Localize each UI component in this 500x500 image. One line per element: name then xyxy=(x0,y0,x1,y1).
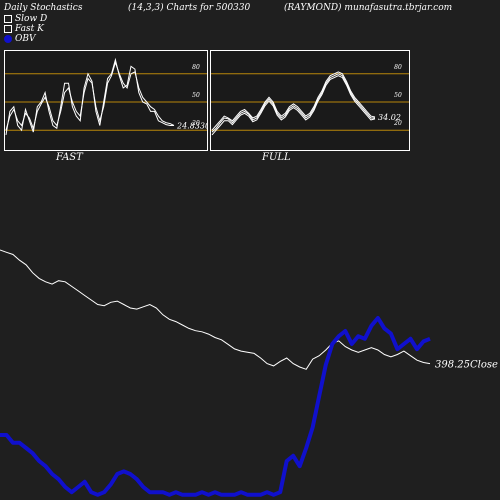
full-last-value: 34.02 xyxy=(378,113,401,122)
legend-label-fast-k: Fast K xyxy=(15,24,44,34)
full-panel-label: FULL xyxy=(262,152,291,163)
fast-panel-label: FAST xyxy=(56,152,83,163)
fast-last-value: 24.8330 xyxy=(176,122,208,131)
header-left: Daily Stochastics xyxy=(4,3,83,13)
full-series-2 xyxy=(211,75,376,136)
legend-obv: OBV xyxy=(4,34,36,44)
full-frame xyxy=(210,50,410,151)
price-obv-chart: 398.25Close xyxy=(0,249,498,497)
legend-swatch-slow-d xyxy=(4,14,12,23)
full-level-label-1: 50 xyxy=(394,92,402,99)
header-right: (RAYMOND) munafasutra.tbrjar.com xyxy=(284,3,453,13)
fast-series-1 xyxy=(5,57,174,135)
header-mid: (14,3,3) Charts for 500330 xyxy=(128,3,251,13)
fast-level-label-0: 80 xyxy=(192,64,200,71)
full-series-0 xyxy=(211,71,376,131)
legend-slow-d: Slow D xyxy=(4,14,47,24)
legend-swatch-fast-k xyxy=(4,24,12,33)
fast-level-label-1: 50 xyxy=(192,92,200,99)
obv-line xyxy=(0,316,431,497)
fast-level-label-2: 20 xyxy=(191,120,200,127)
close-last-value: 398.25Close xyxy=(435,360,498,371)
close-price-line xyxy=(0,249,431,370)
full-level-label-0: 80 xyxy=(394,64,402,71)
full-series-1 xyxy=(211,73,375,133)
legend-swatch-obv xyxy=(4,34,12,43)
legend-label-obv: OBV xyxy=(15,34,36,44)
legend-label-slow-d: Slow D xyxy=(15,14,48,24)
full-level-label-2: 20 xyxy=(393,120,402,127)
legend-fast-k: Fast K xyxy=(4,24,44,34)
fast-frame xyxy=(4,50,208,151)
